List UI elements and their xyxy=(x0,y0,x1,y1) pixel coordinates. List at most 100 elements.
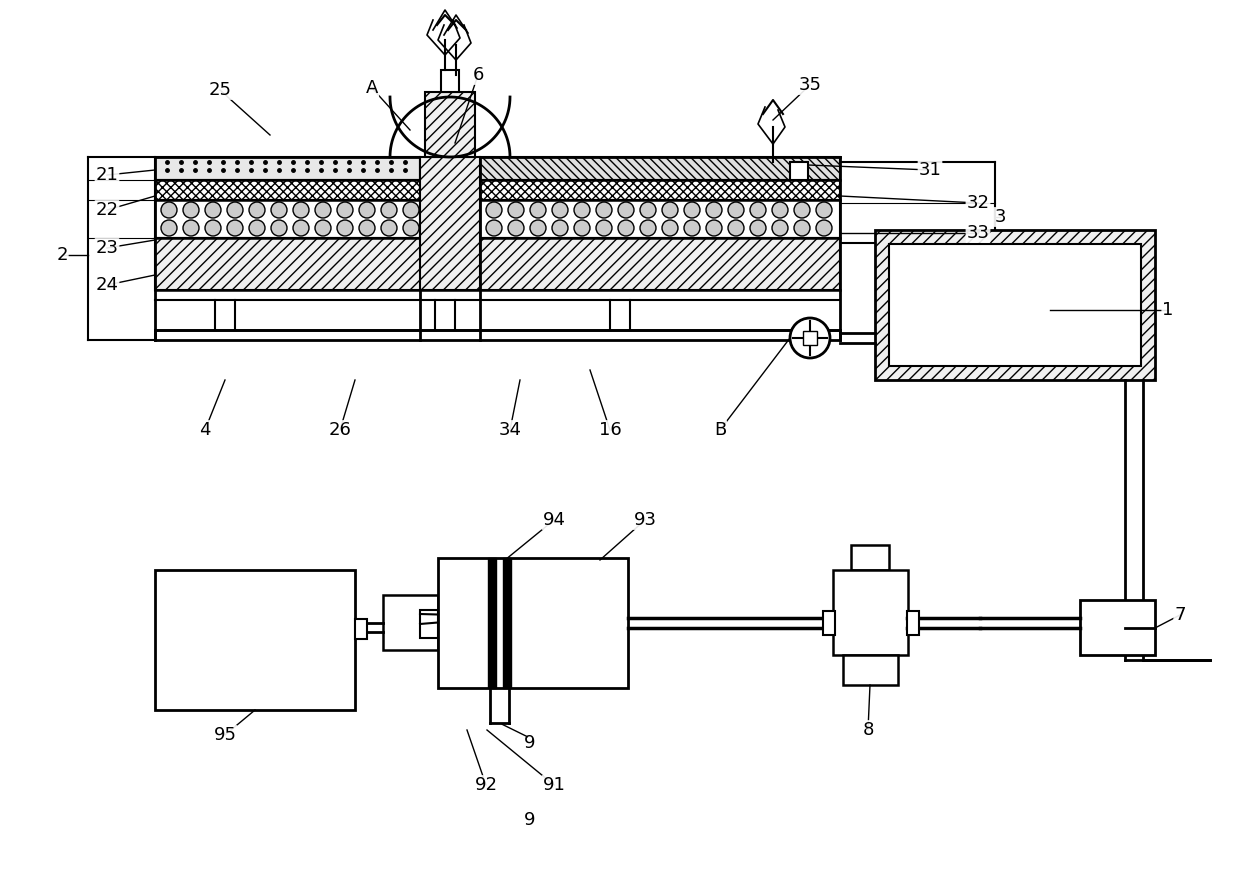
Circle shape xyxy=(618,220,634,236)
Bar xyxy=(438,558,627,688)
Circle shape xyxy=(552,202,568,218)
Text: 2: 2 xyxy=(56,246,68,264)
Circle shape xyxy=(640,220,656,236)
Circle shape xyxy=(618,202,634,218)
Circle shape xyxy=(293,202,309,218)
Text: 32: 32 xyxy=(966,194,990,212)
Text: 24: 24 xyxy=(95,276,119,294)
Circle shape xyxy=(750,202,766,218)
Bar xyxy=(503,558,511,688)
Circle shape xyxy=(403,220,419,236)
Circle shape xyxy=(205,202,221,218)
Circle shape xyxy=(360,202,374,218)
Bar xyxy=(383,595,438,650)
Circle shape xyxy=(640,202,656,218)
Bar xyxy=(420,157,480,290)
Circle shape xyxy=(272,202,286,218)
Circle shape xyxy=(486,202,502,218)
Text: 25: 25 xyxy=(208,81,232,99)
Circle shape xyxy=(161,220,177,236)
Circle shape xyxy=(750,220,766,236)
Circle shape xyxy=(706,202,722,218)
Text: 93: 93 xyxy=(634,511,656,529)
Text: 23: 23 xyxy=(95,239,119,257)
Text: 95: 95 xyxy=(213,726,237,744)
Text: 26: 26 xyxy=(329,421,351,439)
Circle shape xyxy=(249,220,265,236)
Circle shape xyxy=(381,220,397,236)
Bar xyxy=(155,570,355,710)
Circle shape xyxy=(794,202,810,218)
Bar xyxy=(441,70,459,92)
Circle shape xyxy=(773,202,787,218)
Circle shape xyxy=(184,220,198,236)
Circle shape xyxy=(272,220,286,236)
Circle shape xyxy=(486,220,502,236)
Bar xyxy=(155,200,420,238)
Circle shape xyxy=(728,202,744,218)
Bar xyxy=(480,200,839,238)
Circle shape xyxy=(816,220,832,236)
Text: 9: 9 xyxy=(525,734,536,752)
Bar xyxy=(1080,600,1154,655)
Bar xyxy=(875,230,1154,380)
Bar xyxy=(843,655,898,685)
Circle shape xyxy=(552,220,568,236)
Bar xyxy=(425,92,475,157)
Text: 16: 16 xyxy=(599,421,621,439)
Text: 31: 31 xyxy=(919,161,941,179)
Text: 92: 92 xyxy=(475,776,497,794)
Circle shape xyxy=(508,202,525,218)
Circle shape xyxy=(315,220,331,236)
Circle shape xyxy=(574,202,590,218)
Circle shape xyxy=(315,202,331,218)
Bar xyxy=(355,619,367,639)
Text: 94: 94 xyxy=(543,511,565,529)
Circle shape xyxy=(249,202,265,218)
Circle shape xyxy=(360,220,374,236)
Bar xyxy=(420,610,438,638)
Circle shape xyxy=(293,220,309,236)
Bar xyxy=(480,157,839,180)
Circle shape xyxy=(227,202,243,218)
Bar xyxy=(790,162,808,180)
Bar xyxy=(155,157,420,180)
Circle shape xyxy=(728,220,744,236)
Circle shape xyxy=(529,202,546,218)
Circle shape xyxy=(403,202,419,218)
Circle shape xyxy=(205,220,221,236)
Circle shape xyxy=(574,220,590,236)
Bar xyxy=(155,238,839,290)
Text: 21: 21 xyxy=(95,166,119,184)
Text: 34: 34 xyxy=(498,421,522,439)
Circle shape xyxy=(337,202,353,218)
Text: 7: 7 xyxy=(1174,606,1185,624)
Bar xyxy=(823,611,835,635)
Circle shape xyxy=(794,220,810,236)
Circle shape xyxy=(684,220,701,236)
Circle shape xyxy=(662,220,678,236)
Circle shape xyxy=(337,220,353,236)
Text: 3: 3 xyxy=(994,208,1006,226)
Circle shape xyxy=(161,202,177,218)
Text: 4: 4 xyxy=(200,421,211,439)
Circle shape xyxy=(684,202,701,218)
Circle shape xyxy=(381,202,397,218)
Text: A: A xyxy=(366,79,378,97)
Text: 22: 22 xyxy=(95,201,119,219)
Bar xyxy=(851,545,889,570)
Text: 33: 33 xyxy=(966,224,990,242)
Text: 9: 9 xyxy=(525,811,536,829)
Circle shape xyxy=(816,202,832,218)
Bar xyxy=(489,558,496,688)
Bar xyxy=(155,180,420,200)
Bar xyxy=(833,570,908,655)
Text: 8: 8 xyxy=(862,721,874,739)
Circle shape xyxy=(508,220,525,236)
Circle shape xyxy=(184,202,198,218)
Text: B: B xyxy=(714,421,727,439)
Circle shape xyxy=(227,220,243,236)
Text: 1: 1 xyxy=(1162,301,1174,319)
Bar xyxy=(889,244,1141,366)
Text: 91: 91 xyxy=(543,776,565,794)
